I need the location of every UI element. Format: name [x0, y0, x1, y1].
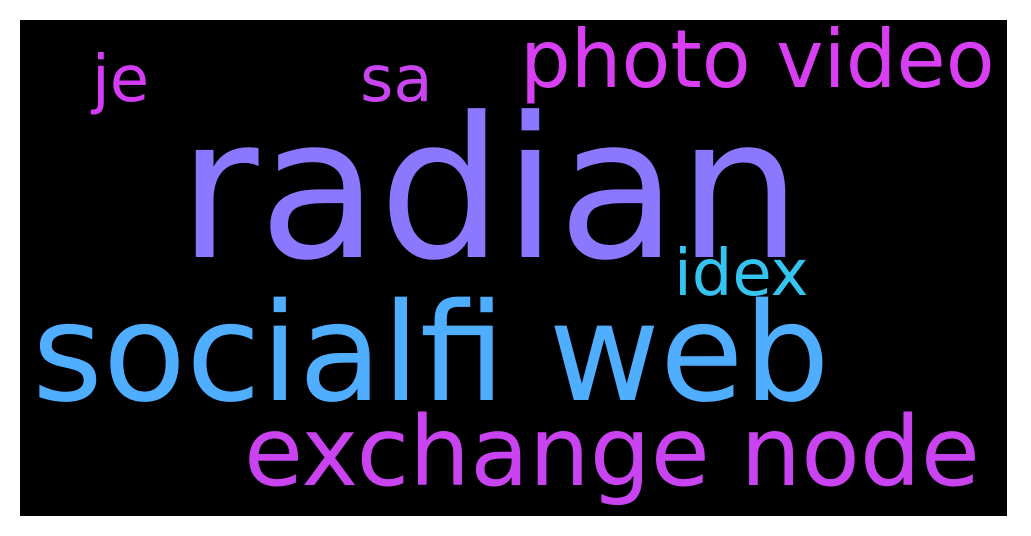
word-exchange-node: exchange node [244, 396, 980, 508]
word-cloud-canvas: radian socialfi web exchange node photo … [20, 20, 1007, 516]
word-sa: sa [360, 43, 433, 117]
word-photo-video: photo video [520, 20, 995, 106]
word-je: je [92, 43, 150, 117]
word-socialfi-web: socialfi web [32, 275, 830, 433]
word-radian: radian [178, 76, 802, 304]
word-idex: idex [674, 237, 809, 311]
